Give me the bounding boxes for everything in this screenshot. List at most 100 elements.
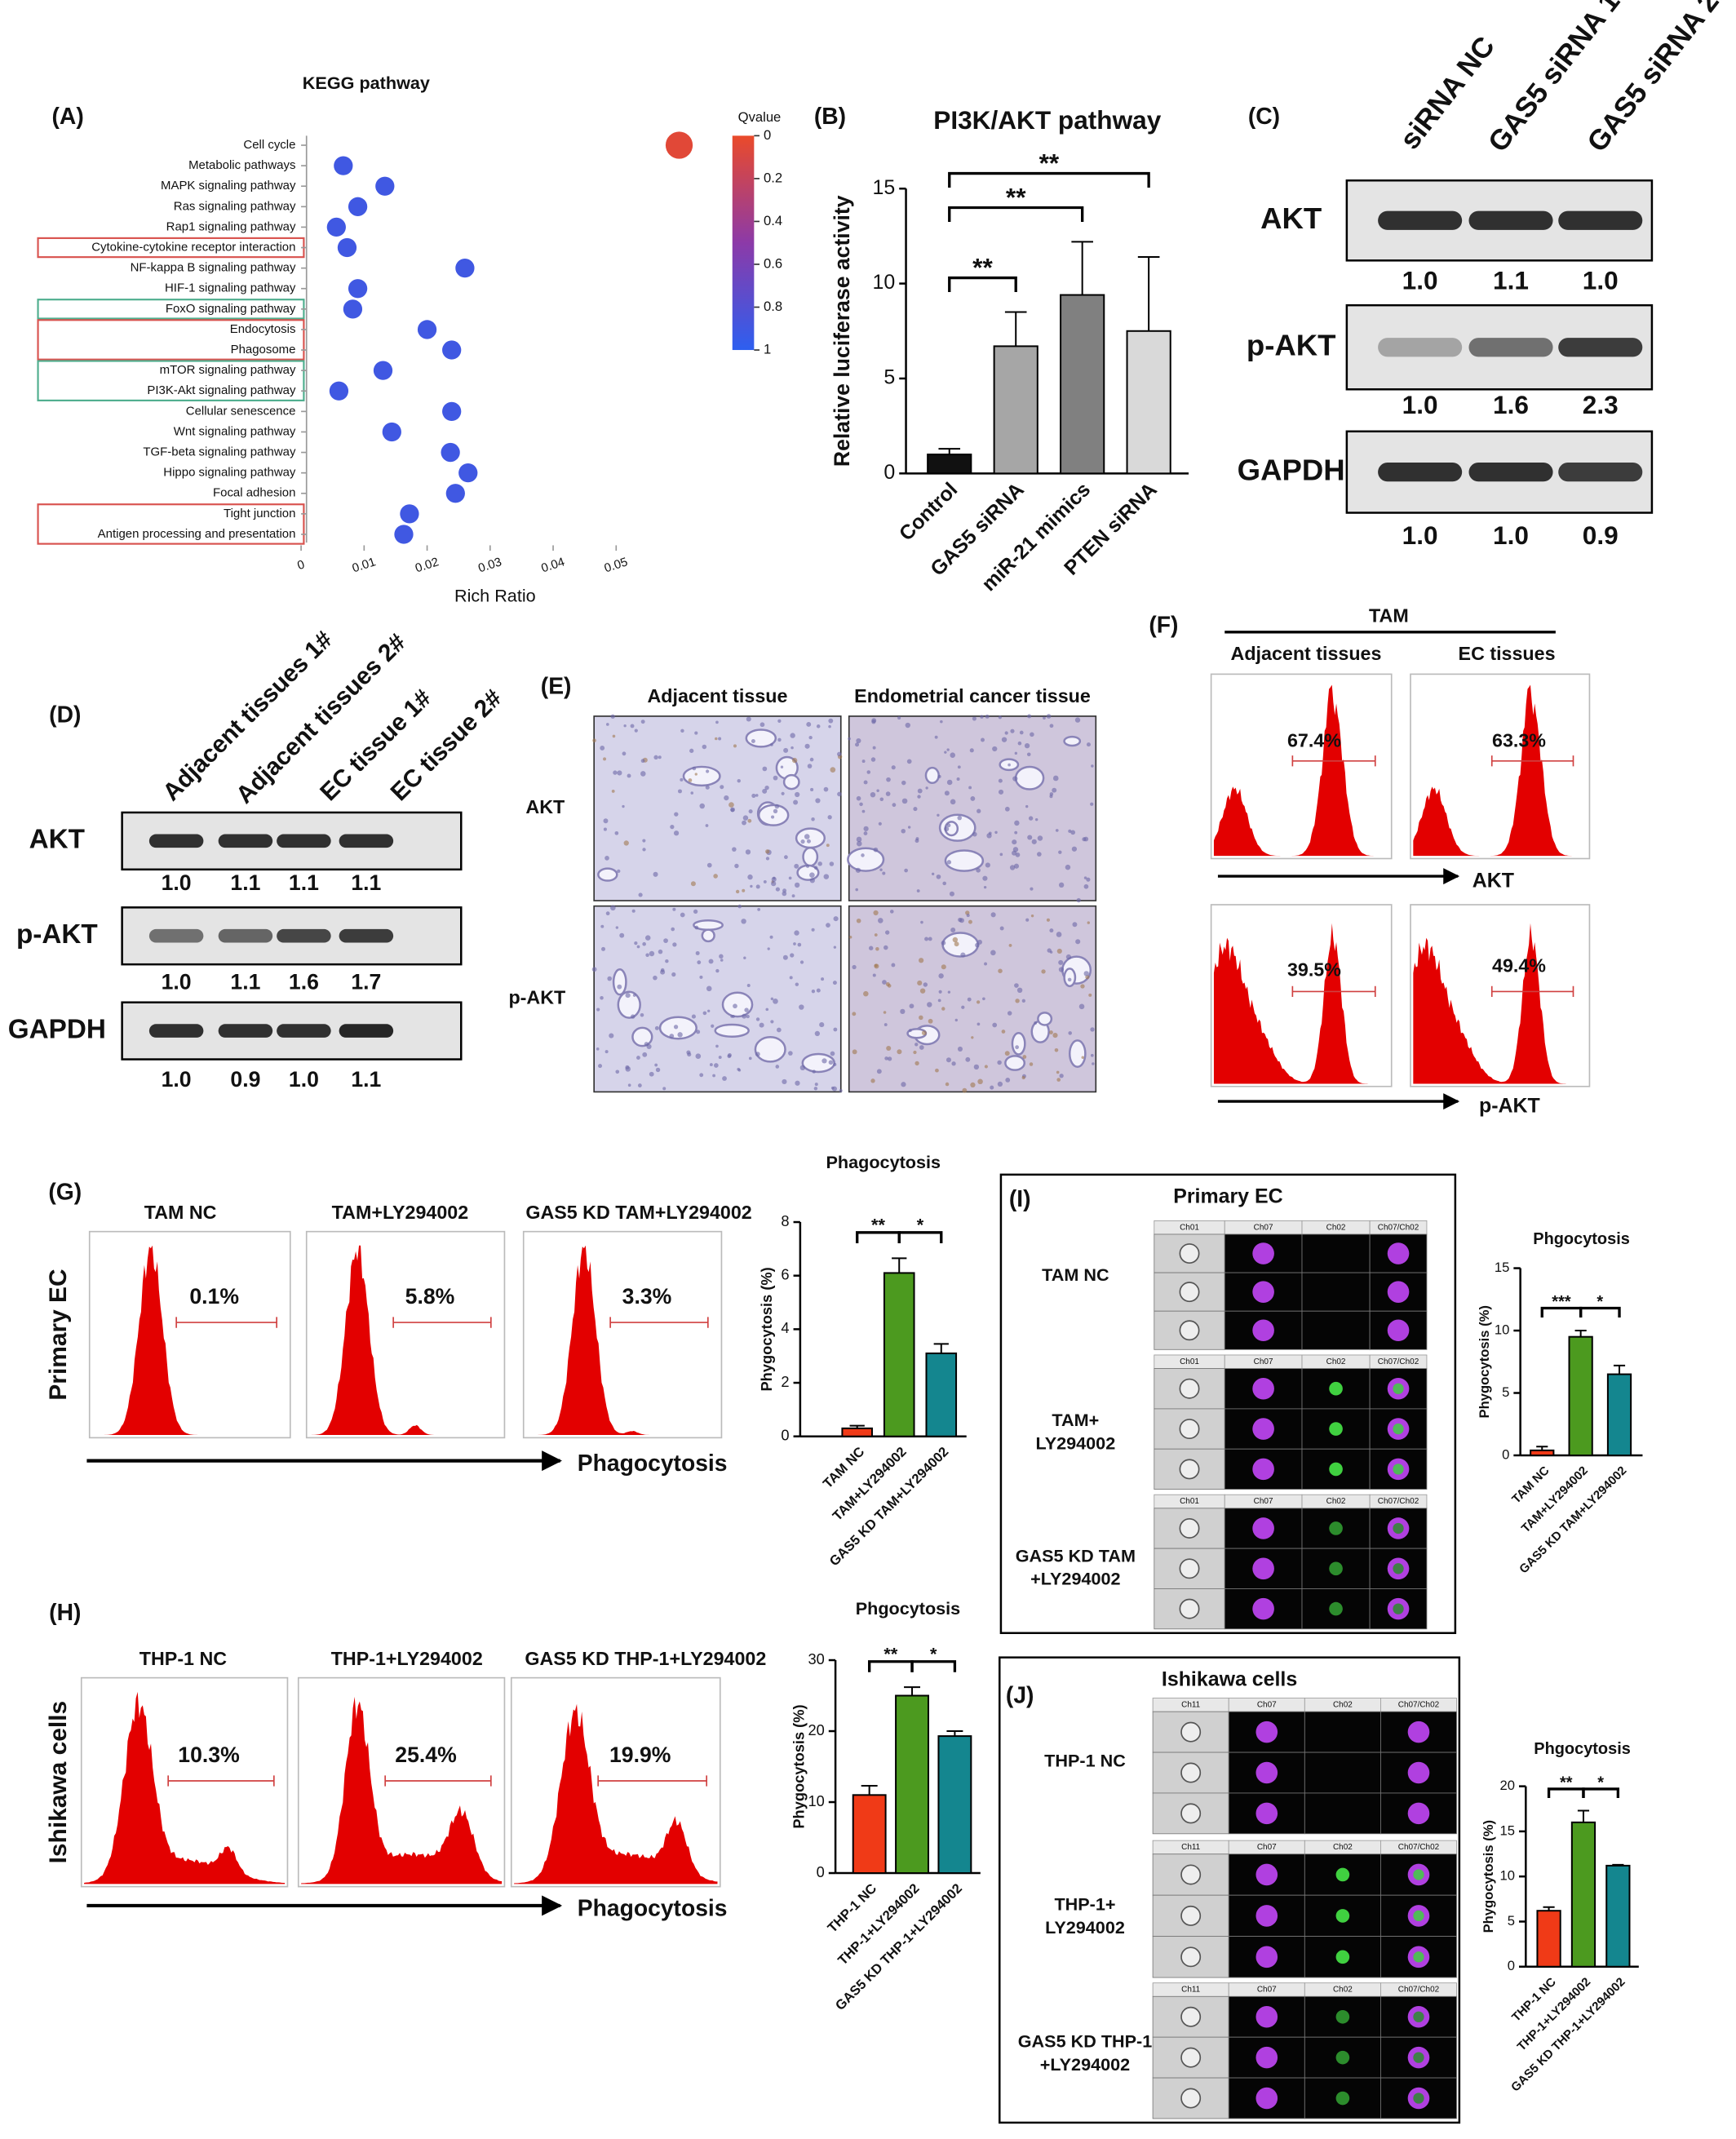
- nucleus: [744, 1008, 749, 1012]
- nucleus: [1012, 850, 1017, 856]
- nucleus: [688, 778, 693, 782]
- nucleus: [837, 791, 842, 797]
- nucleus: [724, 795, 729, 801]
- nucleus: [897, 715, 901, 720]
- nucleus: [790, 746, 794, 750]
- nucleus: [800, 839, 805, 844]
- nucleus: [677, 789, 682, 794]
- nucleus: [927, 1002, 932, 1008]
- nucleus: [634, 941, 638, 946]
- nucleus: [1090, 1053, 1094, 1057]
- nucleus: [783, 747, 789, 753]
- nucleus: [795, 791, 800, 798]
- nucleus: [998, 789, 1004, 795]
- nucleus: [863, 831, 868, 835]
- nucleus: [773, 775, 778, 781]
- nucleus: [941, 941, 946, 946]
- histogram: [92, 1245, 288, 1436]
- nucleus: [950, 752, 955, 758]
- nucleus: [644, 935, 651, 941]
- nucleus: [1009, 865, 1016, 870]
- y-tick-label: 0: [1508, 1958, 1515, 1973]
- nucleus: [1076, 897, 1081, 903]
- panel-label: (C): [1248, 103, 1280, 129]
- nucleus: [1083, 884, 1089, 889]
- cell: [1252, 1319, 1274, 1342]
- gate: [167, 1775, 275, 1787]
- nucleus: [690, 881, 696, 887]
- nucleus: [699, 975, 703, 979]
- bubble: [373, 361, 393, 380]
- nucleus: [600, 924, 604, 928]
- nucleus: [1030, 914, 1034, 918]
- cell: [1179, 1459, 1200, 1480]
- significance-label: **: [1039, 148, 1060, 177]
- nucleus: [901, 1082, 906, 1087]
- nucleus: [981, 737, 985, 742]
- nucleus: [848, 737, 851, 741]
- nucleus: [861, 809, 866, 813]
- nucleus: [763, 879, 767, 884]
- nucleus: [904, 868, 908, 873]
- histogram: [1213, 923, 1389, 1084]
- error-bar: [904, 1686, 921, 1696]
- nucleus: [917, 980, 923, 986]
- blot-band: [148, 834, 204, 848]
- nucleus: [775, 1065, 780, 1069]
- nucleus: [889, 910, 894, 914]
- nucleus: [959, 918, 964, 923]
- cell-image: [1301, 1233, 1371, 1273]
- nucleus: [936, 874, 941, 879]
- gate-percent: 25.4%: [395, 1743, 456, 1767]
- gate: [1490, 755, 1574, 767]
- nucleus: [788, 1051, 793, 1056]
- nucleus: [874, 963, 879, 969]
- cell: [1407, 1720, 1430, 1743]
- y-tick-label: 2: [781, 1373, 789, 1390]
- bubble: [329, 381, 349, 401]
- cell: [1407, 1761, 1430, 1784]
- nucleus: [770, 1020, 774, 1024]
- y-axis-label: Phygocytosis (%): [790, 1704, 808, 1828]
- nucleus: [748, 1056, 752, 1061]
- gland: [924, 766, 940, 784]
- nucleus: [828, 1060, 834, 1065]
- y-tick-label: NF-kappa B signaling pathway: [131, 261, 296, 275]
- significance-label: *: [917, 1215, 924, 1235]
- cell-image: [1304, 1752, 1381, 1794]
- nucleus: [632, 994, 636, 997]
- nucleus: [897, 1049, 902, 1055]
- nucleus: [928, 937, 932, 941]
- blot-band: [277, 834, 331, 848]
- chart-title: Phgocytosis: [856, 1598, 960, 1619]
- nucleus: [1090, 802, 1094, 806]
- nucleus: [906, 759, 912, 764]
- nucleus: [807, 764, 813, 768]
- nucleus: [715, 968, 720, 973]
- nucleus: [727, 1054, 732, 1059]
- panel-frame: [999, 1173, 1457, 1635]
- nucleus: [742, 815, 749, 821]
- column-label: Adjacent tissue: [647, 685, 787, 706]
- nucleus: [1004, 1051, 1010, 1056]
- cell: [1180, 1721, 1202, 1743]
- cell: [1256, 2087, 1278, 2110]
- nucleus: [694, 773, 698, 776]
- error-bar: [1536, 1446, 1548, 1450]
- nucleus: [863, 780, 868, 785]
- nucleus: [604, 1050, 609, 1054]
- cell-signal: [1335, 2091, 1350, 2106]
- nucleus: [882, 980, 887, 985]
- nucleus: [1005, 1077, 1011, 1083]
- row-label: THP-1 NC: [1044, 1750, 1126, 1770]
- nucleus: [1086, 877, 1091, 882]
- nucleus: [712, 1074, 715, 1078]
- colorbar-tick-label: 0.4: [764, 213, 782, 228]
- y-tick-label: TGF-beta signaling pathway: [143, 445, 296, 459]
- nucleus: [794, 863, 799, 869]
- y-tick-label: 10: [873, 271, 896, 294]
- nucleus: [1007, 1011, 1012, 1016]
- row-label: LY294002: [1035, 1433, 1115, 1453]
- nucleus: [984, 1065, 988, 1069]
